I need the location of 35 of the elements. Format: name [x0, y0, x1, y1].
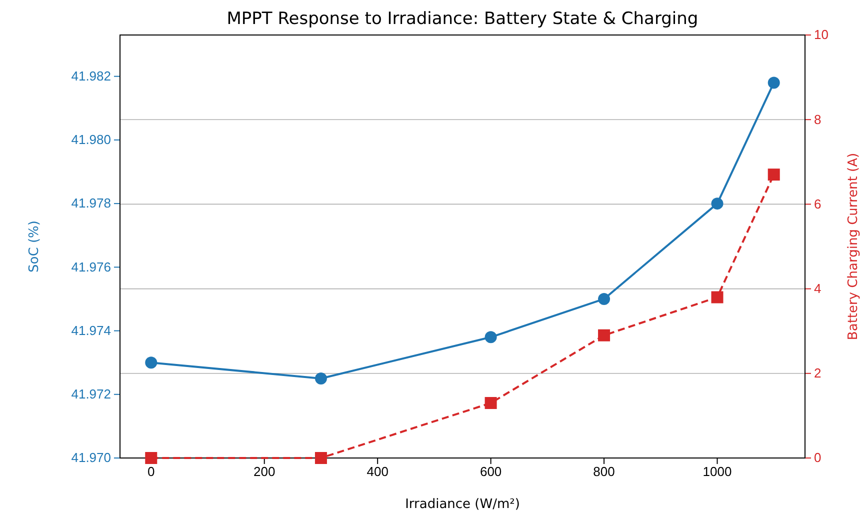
point	[314, 372, 327, 384]
x-tick-label: 200	[254, 464, 276, 480]
y2-tick-label: 10	[814, 27, 828, 42]
y-tick-label: 41.976	[71, 259, 111, 274]
point	[484, 397, 497, 410]
y-tick-label: 41.980	[71, 132, 111, 148]
x-tick-label: 600	[480, 464, 502, 480]
y-tick-label: 41.972	[71, 386, 111, 402]
point	[145, 356, 158, 369]
point	[598, 292, 610, 305]
point	[484, 331, 497, 344]
point	[768, 76, 780, 89]
x-tick-label: 800	[593, 464, 615, 480]
x-tick-label: 1000	[702, 464, 732, 480]
y2-tick-label: 8	[814, 112, 822, 127]
point	[598, 329, 610, 342]
y-tick-label: 41.978	[71, 196, 111, 211]
y-tick-label: 41.970	[71, 450, 111, 466]
y2-axis-title: Battery Charging Current (A)	[846, 152, 861, 340]
x-tick-label: 400	[366, 464, 388, 480]
point	[711, 291, 724, 304]
point	[314, 452, 327, 464]
y2-tick-label: 0	[814, 450, 822, 466]
y-tick-label: 41.974	[71, 322, 111, 338]
y-axis-title: SoC (%)	[27, 220, 42, 272]
x-tick-label: 0	[148, 464, 155, 480]
point	[711, 198, 724, 210]
y2-tick-label: 6	[814, 196, 822, 212]
point	[145, 452, 158, 464]
y2-tick-label: 2	[814, 366, 822, 381]
x-axis-title: Irradiance (W/m²)	[405, 497, 520, 512]
y-tick-label: 41.982	[71, 68, 111, 84]
y2-tick-label: 4	[814, 280, 822, 296]
point	[768, 168, 780, 181]
chart-title: MPPT Response to Irradiance: Battery State & Charging	[226, 9, 698, 29]
